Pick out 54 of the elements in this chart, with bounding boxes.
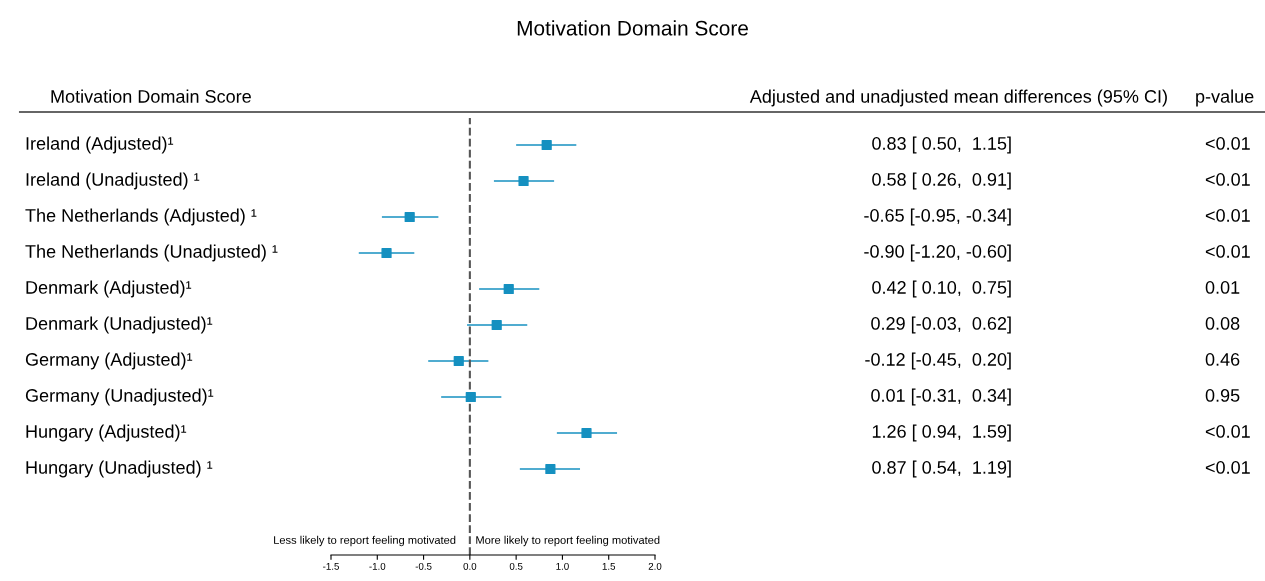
- y-tick-label: Ireland (Adjusted)¹: [26, 136, 174, 154]
- text: 0.01: [1205, 281, 1240, 294]
- y-tick-label: Denmark (Adjusted)¹: [26, 280, 192, 298]
- y-tick-label: Ireland (Unadjusted) ¹: [26, 172, 200, 190]
- text: <0.01: [1205, 137, 1250, 150]
- x-tick-label: -1.0: [369, 562, 386, 570]
- text: <0.01: [1205, 245, 1250, 258]
- point: [545, 463, 556, 475]
- y-tick-label: The Netherlands (Unadjusted) ¹: [25, 244, 278, 262]
- x-tick-label: 2.0: [648, 562, 662, 570]
- data-label: 0.01 [-0.31, 0.34]: [871, 388, 1011, 406]
- point: [465, 391, 476, 403]
- text: Less likely to report feeling motivated: [274, 535, 456, 547]
- data-label: 1.26 [ 0.94, 1.59]: [872, 424, 1011, 442]
- text: p-value: [1196, 89, 1254, 107]
- text: <0.01: [1205, 425, 1250, 438]
- x-tick-label: -1.5: [323, 563, 339, 570]
- point: [381, 247, 392, 259]
- point: [518, 175, 529, 187]
- text: <0.01: [1205, 209, 1250, 222]
- data-label: 0.29 [-0.03, 0.62]: [871, 316, 1011, 334]
- x-tick-label: -0.5: [415, 562, 432, 570]
- data-label: 0.87 [ 0.54, 1.19]: [872, 460, 1011, 478]
- x-tick-label: 0.0: [463, 562, 477, 570]
- y-tick-label: Hungary (Unadjusted) ¹: [26, 460, 213, 478]
- data-label: 0.58 [ 0.26, 0.91]: [872, 172, 1011, 190]
- chart-title: Motivation Domain Score: [517, 20, 748, 36]
- text: 0.95: [1205, 389, 1240, 402]
- point: [541, 139, 552, 151]
- data-label: 0.42 [ 0.10, 0.75]: [872, 280, 1011, 298]
- text: Adjusted and unadjusted mean differences (95% CI): [749, 89, 1167, 107]
- y-tick-label: Hungary (Adjusted)¹: [26, 424, 187, 442]
- data-label: 0.83 [ 0.50, 1.15]: [872, 136, 1011, 154]
- y-tick-label: The Netherlands (Adjusted) ¹: [25, 208, 257, 226]
- text: <0.01: [1205, 173, 1250, 186]
- data-label: -0.90 [-1.20, -0.60]: [864, 244, 1011, 262]
- text: 0.08: [1205, 317, 1240, 330]
- x-tick-label: 0.5: [509, 562, 523, 570]
- data-label: -0.12 [-0.45, 0.20]: [865, 352, 1011, 370]
- y-tick-label: Germany (Adjusted)¹: [25, 352, 193, 370]
- point: [503, 283, 514, 295]
- y-tick-label: Denmark (Unadjusted)¹: [26, 316, 213, 334]
- point: [404, 211, 415, 223]
- x-tick-label: 1.0: [556, 562, 569, 570]
- point: [581, 427, 592, 439]
- y-tick-label: Germany (Unadjusted)¹: [25, 388, 214, 406]
- data-label: -0.65 [-0.95, -0.34]: [864, 208, 1011, 226]
- point: [453, 355, 464, 367]
- text: 0.46: [1205, 353, 1240, 366]
- x-tick-label: 1.5: [602, 563, 616, 570]
- point: [491, 319, 502, 331]
- text: Motivation Domain Score: [51, 89, 251, 103]
- text: More likely to report feeling motivated: [476, 535, 660, 547]
- text: <0.01: [1205, 461, 1250, 474]
